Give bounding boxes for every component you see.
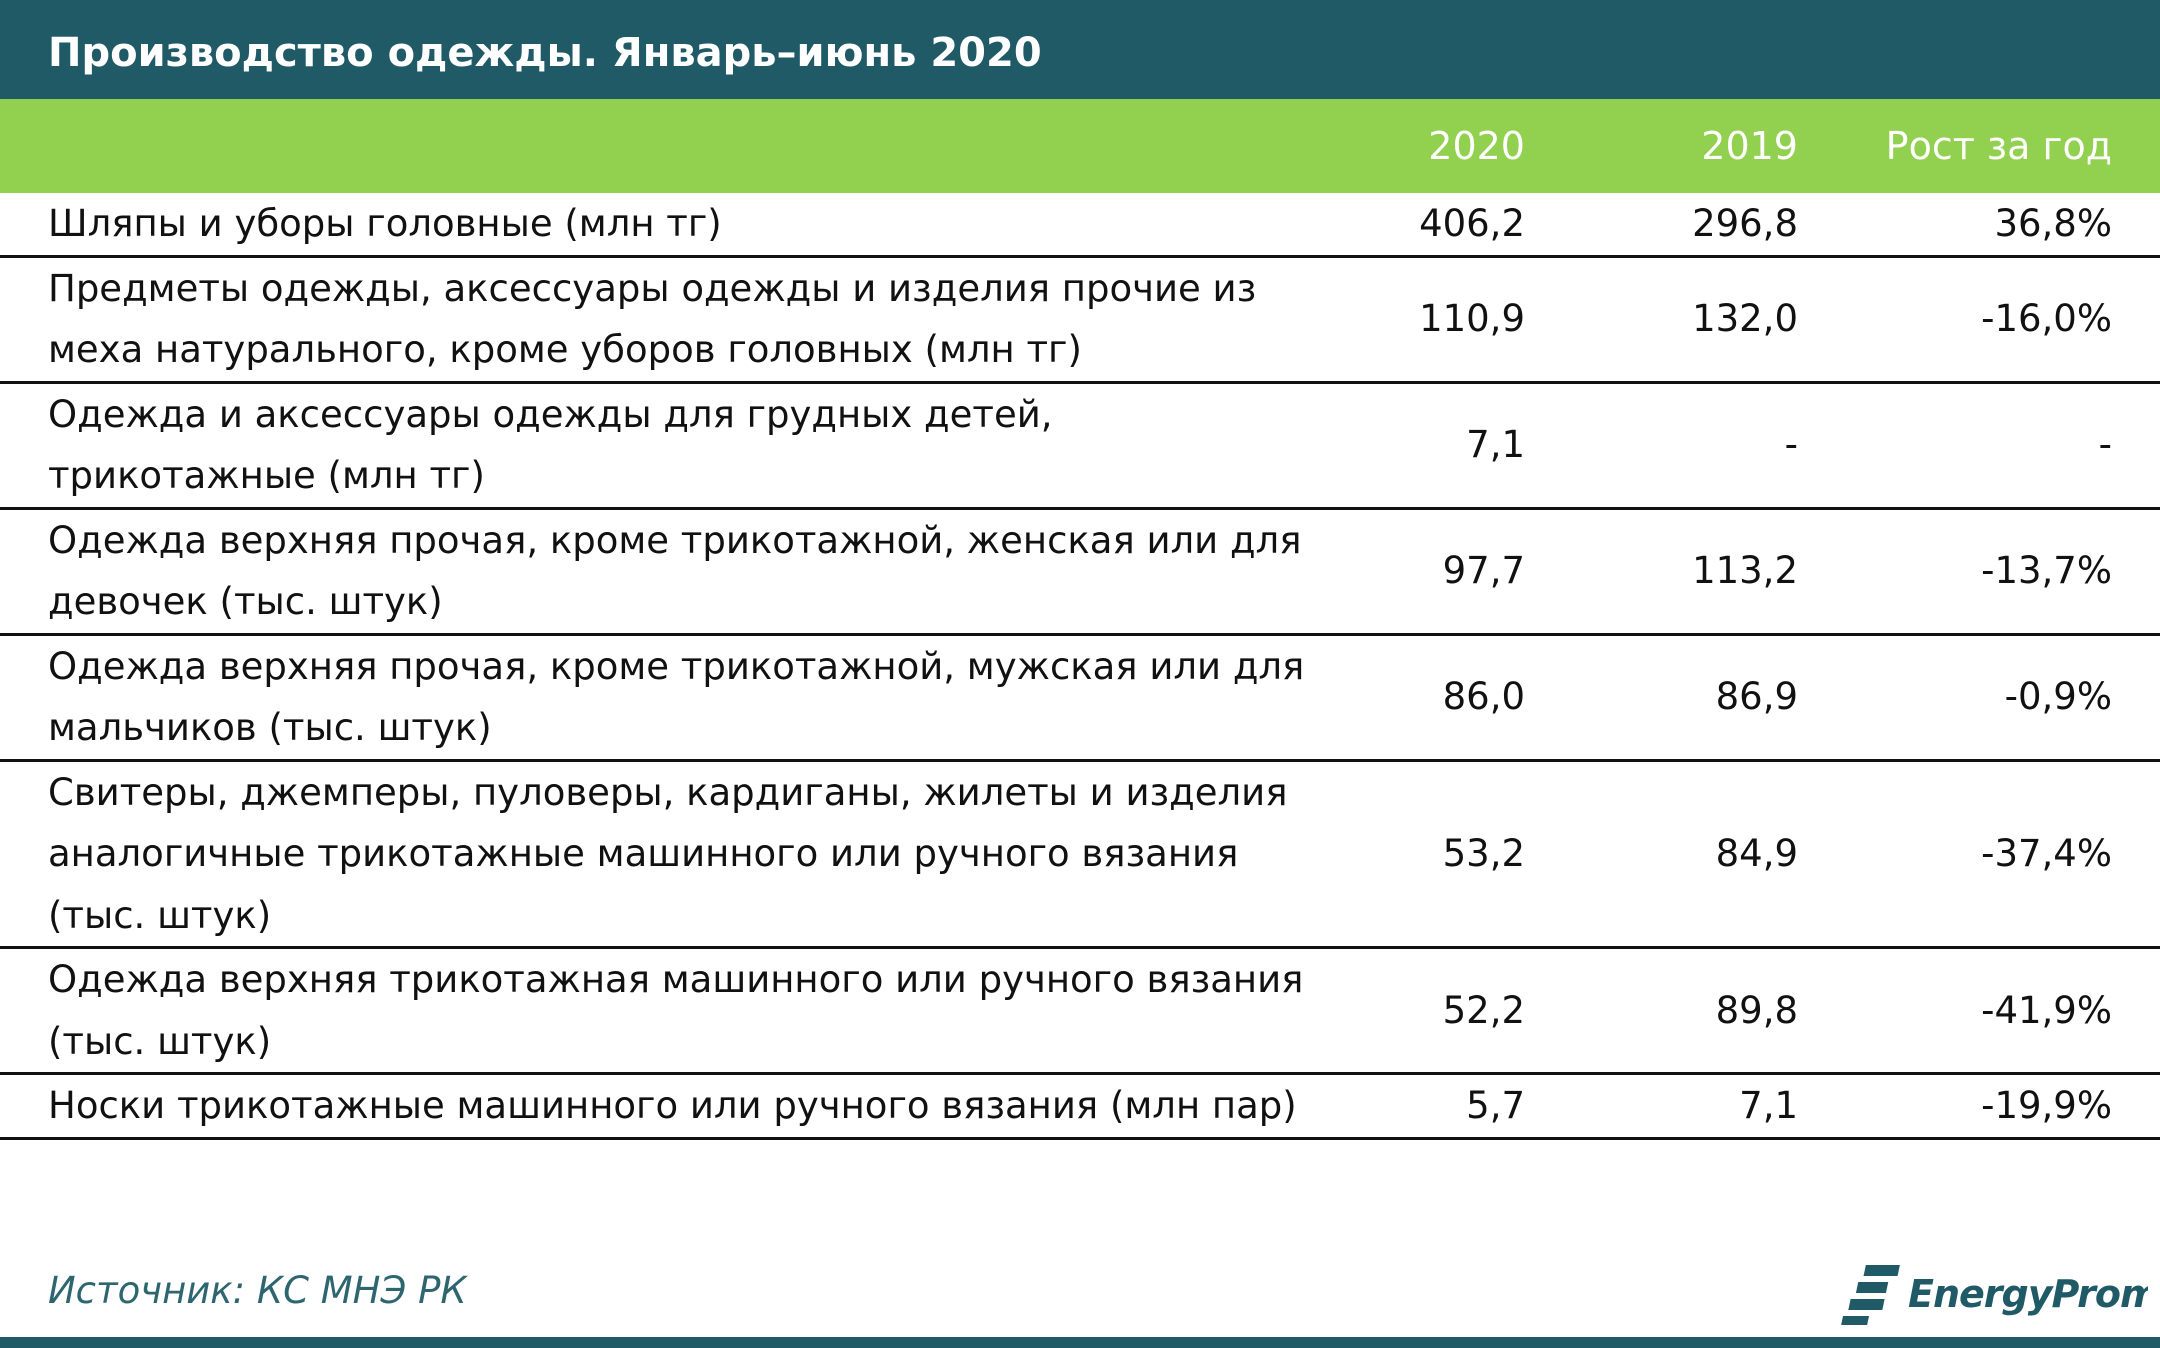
table-row: Свитеры, джемперы, пуловеры, кардиганы, … xyxy=(0,760,2160,949)
cell-pad xyxy=(2112,256,2160,384)
cell-value: 7,1 xyxy=(1350,382,1525,510)
cell-value: 113,2 xyxy=(1525,508,1798,636)
table-row: Одежда верхняя прочая, кроме трикотажной… xyxy=(0,508,2160,636)
cell-value: 5,7 xyxy=(1350,1073,1525,1140)
row-label: Шляпы и уборы головные (млн тг) xyxy=(0,193,1350,258)
cell-value: -19,9% xyxy=(1798,1073,2112,1140)
cell-pad xyxy=(2112,947,2160,1075)
cell-value: 296,8 xyxy=(1525,193,1798,258)
cell-value: -37,4% xyxy=(1798,760,2112,949)
table-row: Одежда верхняя трикотажная машинного или… xyxy=(0,947,2160,1075)
row-label: Одежда верхняя прочая, кроме трикотажной… xyxy=(0,634,1350,762)
header-row: 2020 2019 Рост за год xyxy=(0,99,2160,193)
cell-value: -41,9% xyxy=(1798,947,2112,1075)
cell-value: -16,0% xyxy=(1798,256,2112,384)
column-header: 2020 xyxy=(1350,99,1525,193)
row-label: Предметы одежды, аксессуары одежды и изд… xyxy=(0,256,1350,384)
cell-value: 86,9 xyxy=(1525,634,1798,762)
cell-pad xyxy=(2112,1073,2160,1140)
table-row: Одежда верхняя прочая, кроме трикотажной… xyxy=(0,634,2160,762)
cell-pad xyxy=(2112,634,2160,762)
cell-value: 89,8 xyxy=(1525,947,1798,1075)
row-label: Носки трикотажные машинного или ручного … xyxy=(0,1073,1350,1140)
cell-value: -0,9% xyxy=(1798,634,2112,762)
table-row: Носки трикотажные машинного или ручного … xyxy=(0,1073,2160,1140)
bottom-bar xyxy=(0,1337,2160,1348)
cell-pad xyxy=(2112,382,2160,510)
cell-pad xyxy=(2112,193,2160,258)
cell-value: 132,0 xyxy=(1525,256,1798,384)
cell-value: -13,7% xyxy=(1798,508,2112,636)
cell-value: 52,2 xyxy=(1350,947,1525,1075)
cell-value: - xyxy=(1525,382,1798,510)
column-header: Рост за год xyxy=(1798,99,2112,193)
cell-value: 53,2 xyxy=(1350,760,1525,949)
cell-value: 36,8% xyxy=(1798,193,2112,258)
cell-value: 7,1 xyxy=(1525,1073,1798,1140)
cell-value: 84,9 xyxy=(1525,760,1798,949)
row-label: Одежда верхняя трикотажная машинного или… xyxy=(0,947,1350,1075)
row-label: Одежда и аксессуары одежды для грудных д… xyxy=(0,382,1350,510)
logo: EnergyProm xyxy=(1841,1265,2148,1325)
cell-value: 406,2 xyxy=(1350,193,1525,258)
row-label: Одежда верхняя прочая, кроме трикотажной… xyxy=(0,508,1350,636)
cell-value: 97,7 xyxy=(1350,508,1525,636)
logo-text: EnergyProm xyxy=(1908,1272,2148,1316)
cell-value: 110,9 xyxy=(1350,256,1525,384)
data-table: 2020 2019 Рост за год Шляпы и уборы голо… xyxy=(0,99,2160,1140)
table-row: Одежда и аксессуары одежды для грудных д… xyxy=(0,382,2160,510)
cell-pad xyxy=(2112,760,2160,949)
cell-pad xyxy=(2112,508,2160,636)
footer: Источник: КС МНЭ РК EnergyProm xyxy=(0,1247,2160,1337)
row-label: Свитеры, джемперы, пуловеры, кардиганы, … xyxy=(0,760,1350,949)
cell-value: 86,0 xyxy=(1350,634,1525,762)
source: Источник: КС МНЭ РК xyxy=(48,1269,467,1312)
table-row: Шляпы и уборы головные (млн тг) 406,2 296,… xyxy=(0,193,2160,258)
table-row: Предметы одежды, аксессуары одежды и изд… xyxy=(0,256,2160,384)
column-header: 2019 xyxy=(1525,99,1798,193)
table-title: Производство одежды. Январь–июнь 2020 xyxy=(0,0,2160,99)
cell-value: - xyxy=(1798,382,2112,510)
